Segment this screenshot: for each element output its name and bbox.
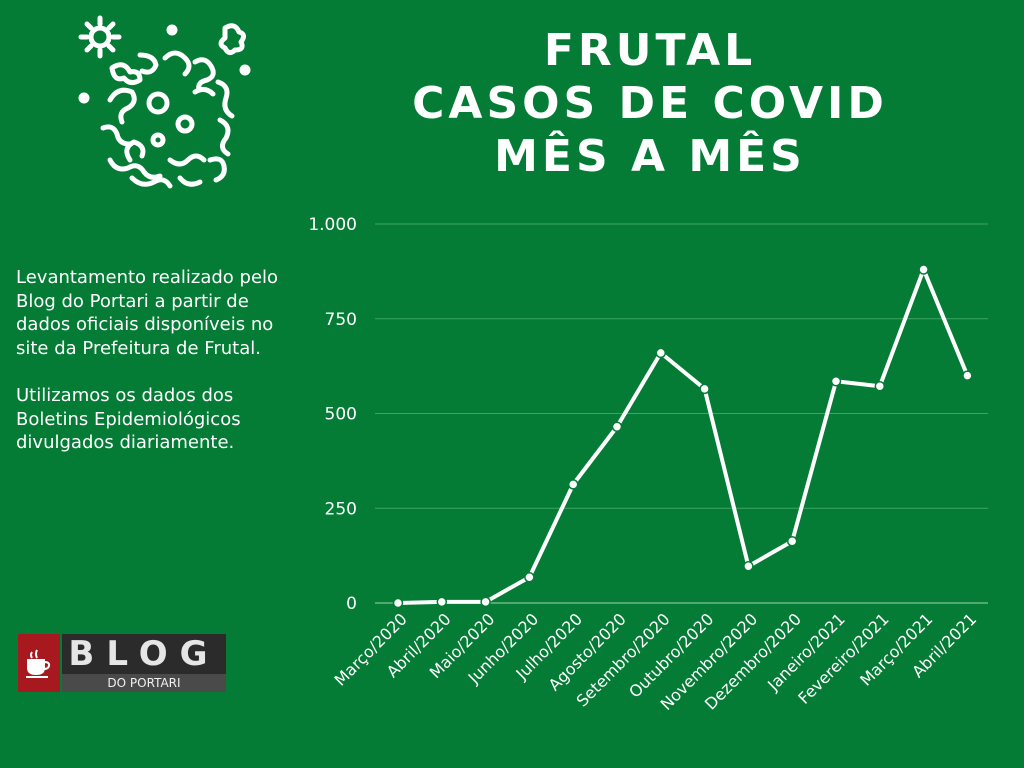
data-point	[699, 383, 710, 395]
description: Levantamento realizado pelo Blog do Port…	[16, 266, 306, 479]
y-tick-label: 1.000	[308, 215, 357, 235]
logo-sub-text: DO PORTARI	[62, 674, 226, 692]
description-paragraph-2: Utilizamos os dados dos Boletins Epidemi…	[16, 385, 241, 453]
data-point	[918, 264, 929, 275]
data-point	[480, 596, 491, 608]
y-tick-label: 750	[325, 310, 357, 330]
data-point	[874, 380, 886, 392]
series-line	[396, 267, 970, 605]
data-point	[655, 347, 667, 359]
coffee-cup-icon	[26, 649, 51, 678]
data-point	[830, 376, 842, 387]
data-point	[962, 370, 973, 381]
y-tick-label: 500	[325, 405, 357, 425]
title-line-2: CASOS DE COVID	[412, 78, 888, 129]
y-tick-label: 0	[346, 594, 357, 614]
data-point	[611, 421, 623, 433]
chart-title: FRUTAL CASOS DE COVID MÊS A MÊS	[380, 24, 920, 183]
data-point	[392, 597, 404, 609]
y-tick-label: 250	[325, 499, 357, 519]
title-line-1: FRUTAL	[543, 25, 757, 76]
logo-main-text: BLOG	[62, 634, 226, 674]
y-tick-labels: 0 250 500 750 1.000	[308, 215, 357, 614]
title-line-3: MÊS A MÊS	[494, 131, 806, 182]
data-point	[524, 571, 535, 583]
x-tick-labels: Março/2020Abril/2020Maio/2020Junho/2020J…	[331, 609, 981, 714]
data-points	[392, 264, 973, 609]
data-point	[743, 560, 754, 572]
data-point	[567, 479, 579, 490]
blog-logo: BLOG DO PORTARI	[18, 634, 226, 692]
description-paragraph-1: Levantamento realizado pelo Blog do Port…	[16, 267, 279, 359]
data-point	[786, 535, 798, 547]
grid-lines	[375, 223, 988, 604]
virus-icon	[78, 15, 251, 189]
logo-cup-box	[18, 634, 60, 692]
data-point	[436, 596, 448, 608]
